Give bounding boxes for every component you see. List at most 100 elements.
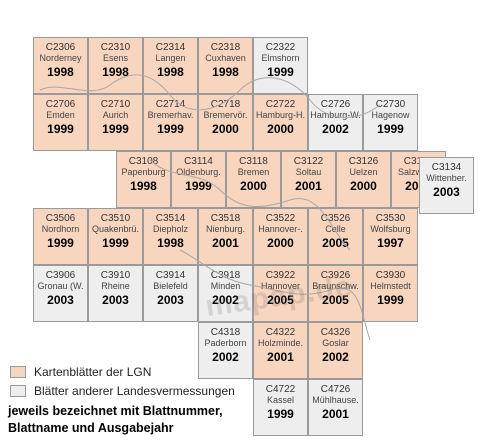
tile-code: C3514 — [155, 213, 186, 224]
map-tile-c2722: C2722 Hamburg-H. 2000 — [253, 94, 308, 151]
tile-name: Bremen — [237, 167, 270, 177]
tile-name: Aurich — [102, 110, 129, 120]
map-tile-c3510: C3510 Quakenbrü. 1999 — [88, 208, 143, 265]
tile-name: Hamburg-W. — [310, 110, 361, 120]
tile-year: 1999 — [102, 236, 129, 250]
tile-code: C3126 — [348, 156, 379, 167]
tile-code: C3526 — [320, 213, 351, 224]
tile-year: 2002 — [322, 122, 349, 136]
tile-code: C2714 — [155, 99, 186, 110]
footer-line-2: Blattname und Ausgabejahr — [8, 421, 174, 435]
legend-swatch-lgn — [10, 366, 26, 378]
tile-name: Soltau — [295, 167, 322, 177]
tile-year: 2000 — [267, 236, 294, 250]
map-tile-c3530: C3530 Wolfsburg 1997 — [363, 208, 418, 265]
tile-name: Cuxhaven — [205, 53, 246, 63]
tile-name: Oldenburg. — [176, 167, 221, 177]
tile-year: 1999 — [157, 122, 184, 136]
legend-swatch-other — [10, 385, 26, 397]
tile-name: Goslar — [322, 338, 349, 348]
tile-year: 1999 — [47, 236, 74, 250]
map-tile-c3910: C3910 Rheine 2003 — [88, 265, 143, 322]
tile-name: Diepholz — [152, 224, 189, 234]
tile-year: 1998 — [47, 65, 74, 79]
tile-name: Hannover-. — [258, 224, 303, 234]
tile-code: C3118 — [239, 156, 268, 167]
map-tile-c3134: C3134 Wittenber. 2003 — [419, 157, 474, 214]
map-tile-c2714: C2714 Bremerhav. 1999 — [143, 94, 198, 151]
map-tile-c2718: C2718 Bremervör. 2000 — [198, 94, 253, 151]
tile-year: 2001 — [267, 350, 294, 364]
tile-code: C3122 — [293, 156, 324, 167]
map-tile-c4722: C4722 Kassel 1999 — [253, 379, 308, 436]
tile-name: Gronau (W. — [37, 281, 84, 291]
tile-name: Mühlhause. — [312, 395, 359, 405]
tile-year: 1998 — [212, 65, 239, 79]
tile-year: 2002 — [322, 350, 349, 364]
tile-year: 1999 — [377, 293, 404, 307]
tile-year: 2000 — [212, 122, 239, 136]
tile-code: C2726 — [320, 99, 351, 110]
tile-year: 1999 — [47, 122, 74, 136]
tile-year: 1998 — [130, 179, 157, 193]
tile-code: C2314 — [155, 42, 186, 53]
tile-name: Esens — [102, 53, 128, 63]
tile-name: Bremervör. — [203, 110, 248, 120]
map-tile-c3118: C3118 Bremen 2000 — [226, 151, 281, 208]
tile-year: 2001 — [295, 179, 322, 193]
map-tile-c3518: C3518 Nienburg. 2001 — [198, 208, 253, 265]
tile-code: C2722 — [265, 99, 296, 110]
tile-code: C3130 — [392, 156, 445, 167]
tile-name: Papenburg — [121, 167, 166, 177]
map-tile-c3906: C3906 Gronau (W. 2003 — [33, 265, 88, 322]
tile-name: Elmshorn — [261, 53, 300, 63]
tile-year: 2003 — [102, 293, 129, 307]
tile-year: 2001 — [322, 407, 349, 421]
tile-name: Wolfsburg — [370, 224, 411, 234]
tile-year: 2000 — [240, 179, 267, 193]
tile-year: 2000 — [350, 179, 377, 193]
map-tile-c3506: C3506 Nordhorn 1999 — [33, 208, 88, 265]
tile-code: C4726 — [320, 384, 351, 395]
tile-year: 2001 — [212, 236, 239, 250]
footer-line-1: jeweils bezeichnet mit Blattnummer, — [8, 404, 223, 418]
tile-code: C3914 — [155, 270, 186, 281]
tile-name: Hamburg-H. — [255, 110, 305, 120]
tile-year: 1999 — [185, 179, 212, 193]
tile-year: 1998 — [102, 65, 129, 79]
tile-name: Uelzen — [349, 167, 378, 177]
tile-name: Holzminde. — [257, 338, 304, 348]
tile-year: 2003 — [433, 185, 460, 199]
tile-name: Salzwedel — [392, 167, 445, 178]
tile-year: 1999 — [267, 407, 294, 421]
tile-name: Paderborn — [204, 338, 247, 348]
tile-code: C4322 — [265, 327, 296, 338]
tile-name: Celle — [325, 224, 346, 234]
tile-code: C4326 — [320, 327, 351, 338]
tile-code: C2710 — [100, 99, 131, 110]
tile-code: C3134 — [431, 162, 462, 173]
map-tile-c2726: C2726 Hamburg-W. 2002 — [308, 94, 363, 151]
tile-name: Hagenow — [371, 110, 410, 120]
map-tile-c3522: C3522 Hannover-. 2000 — [253, 208, 308, 265]
tile-code: C4318 — [210, 327, 241, 338]
tile-code: C2322 — [265, 42, 296, 53]
tile-name: Nienburg. — [205, 224, 246, 234]
tile-code: C2730 — [375, 99, 406, 110]
tile-name: Norderney — [39, 53, 82, 63]
tile-code: C3522 — [265, 213, 296, 224]
map-tile-c2706: C2706 Emden 1999 — [33, 94, 88, 151]
tile-code: C3918 — [210, 270, 241, 281]
map-tile-c3514: C3514 Diepholz 1998 — [143, 208, 198, 265]
tile-code: C3510 — [100, 213, 131, 224]
tile-year: 2005 — [322, 236, 349, 250]
tile-year: 1998 — [157, 65, 184, 79]
legend-label-other: Blätter anderer Landesvermessungen — [34, 384, 235, 398]
tile-year: 1999 — [102, 122, 129, 136]
tile-code: C2718 — [210, 99, 241, 110]
tile-year: 2003 — [47, 293, 74, 307]
map-tile-c2318: C2318 Cuxhaven 1998 — [198, 37, 253, 94]
tile-year: 1997 — [377, 236, 404, 250]
map-tile-c3108: C3108 Papenburg 1998 — [116, 151, 171, 208]
tile-year: 2003 — [157, 293, 184, 307]
